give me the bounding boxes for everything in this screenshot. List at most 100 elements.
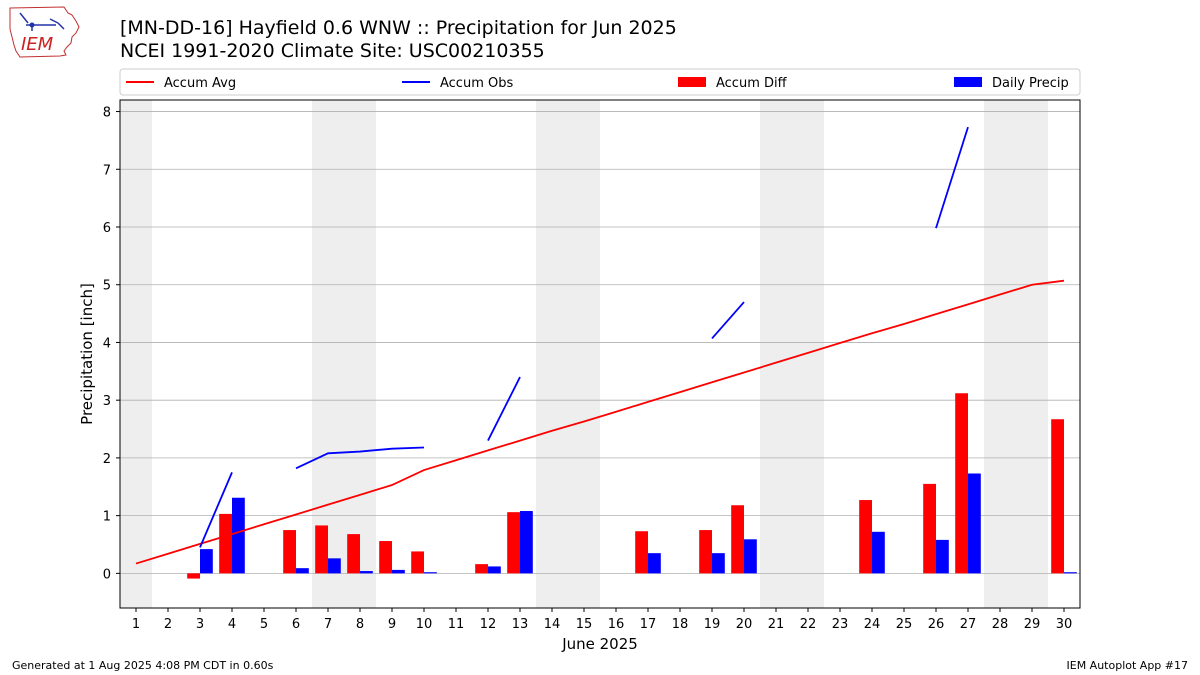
bars-layer	[187, 393, 1077, 579]
y-tick-label-7: 7	[103, 163, 111, 178]
accum-obs-line-segment-2	[295, 446, 425, 470]
y-axis-ticks: 0 1 2 3 4 5 6 7 8	[103, 106, 120, 582]
daily-precip-bar-24	[872, 531, 885, 574]
x-tick-label-8: 8	[356, 617, 364, 632]
accum-diff-bar-19	[699, 530, 712, 574]
chart-title: [MN-DD-16] Hayfield 0.6 WNW :: Precipita…	[120, 17, 677, 39]
x-tick-label-29: 29	[1024, 617, 1041, 632]
shaded-day-15	[568, 100, 600, 608]
y-tick-label-8: 8	[103, 106, 111, 121]
accum-obs-line-segment-3	[487, 376, 521, 441]
y-axis-label: Precipitation [inch]	[78, 283, 96, 425]
x-tick-label-21: 21	[768, 617, 785, 632]
daily-precip-bar-8	[360, 571, 373, 574]
generated-timestamp: Generated at 1 Aug 2025 4:08 PM CDT in 0…	[12, 659, 274, 672]
x-tick-label-5: 5	[260, 617, 268, 632]
shaded-day-14	[536, 100, 568, 608]
x-tick-label-11: 11	[448, 617, 465, 632]
x-tick-label-16: 16	[608, 617, 625, 632]
daily-precip-bar-9	[392, 569, 405, 574]
y-tick-label-5: 5	[103, 279, 111, 294]
weekend-shading	[120, 100, 1048, 608]
daily-precip-bar-30	[1064, 572, 1077, 574]
logo-text: IEM	[21, 34, 54, 55]
y-tick-label-0: 0	[103, 567, 111, 582]
x-tick-label-28: 28	[992, 617, 1009, 632]
shaded-day-7	[312, 100, 344, 608]
accum-obs-line-segment-1	[199, 471, 233, 548]
x-tick-label-6: 6	[292, 617, 300, 632]
shaded-day-28	[984, 100, 1016, 608]
shaded-day-1	[120, 100, 152, 608]
daily-precip-bar-12	[488, 566, 501, 574]
accum-obs-line-segment-5	[935, 126, 969, 229]
x-tick-label-1: 1	[132, 617, 140, 632]
accum-obs-line-segment-4	[711, 301, 745, 340]
daily-precip-bar-3	[200, 549, 213, 574]
y-tick-label-4: 4	[103, 336, 111, 351]
x-tick-label-10: 10	[416, 617, 433, 632]
accum-diff-bar-13	[507, 512, 520, 574]
grid-lines	[120, 111, 1080, 574]
x-tick-label-13: 13	[512, 617, 529, 632]
accum-diff-bar-4	[219, 513, 232, 574]
chart-subtitle: NCEI 1991-2020 Climate Site: USC00210355	[120, 40, 545, 62]
legend-swatch-4	[954, 77, 982, 87]
daily-precip-bar-6	[296, 568, 309, 574]
x-tick-label-2: 2	[164, 617, 172, 632]
daily-precip-bar-7	[328, 558, 341, 574]
legend: Accum Avg Accum Obs Accum Diff Daily Precip	[119, 68, 1081, 96]
shaded-day-21	[760, 100, 792, 608]
app-credit: IEM Autoplot App #17	[1066, 659, 1189, 672]
x-tick-label-18: 18	[672, 617, 689, 632]
legend-label-3: Accum Diff	[716, 76, 788, 91]
x-tick-label-4: 4	[228, 617, 236, 632]
daily-precip-bar-19	[712, 553, 725, 574]
x-tick-label-3: 3	[196, 617, 204, 632]
accum-diff-bar-12	[475, 564, 488, 574]
legend-swatch-3	[678, 77, 706, 87]
accum-diff-bar-30	[1051, 419, 1064, 574]
x-tick-label-26: 26	[928, 617, 945, 632]
x-tick-label-17: 17	[640, 617, 657, 632]
legend-label-1: Accum Avg	[164, 76, 236, 91]
daily-precip-bar-26	[936, 539, 949, 574]
legend-label-2: Accum Obs	[440, 76, 513, 91]
y-tick-label-2: 2	[103, 452, 111, 467]
x-tick-label-27: 27	[960, 617, 977, 632]
iowa-state-outline	[9, 6, 80, 58]
accum-diff-bar-27	[955, 393, 968, 574]
x-tick-label-30: 30	[1056, 617, 1073, 632]
accum-diff-bar-3	[187, 573, 200, 579]
legend-box	[119, 68, 1081, 96]
y-tick-label-1: 1	[103, 510, 111, 525]
accum-avg-line	[135, 279, 1065, 565]
daily-precip-bar-17	[648, 553, 661, 574]
x-tick-label-14: 14	[544, 617, 561, 632]
accum-diff-bar-6	[283, 530, 296, 574]
x-axis-ticks: 1 2 3 4 5 6 7 8 9 10 11 12 13 14 15 16 17 18 19 20 21 22 23 24 2…	[132, 608, 1072, 632]
x-tick-label-25: 25	[896, 617, 913, 632]
accum-diff-bar-8	[347, 534, 360, 574]
x-axis-label: June 2025	[561, 635, 638, 653]
x-tick-label-20: 20	[736, 617, 753, 632]
shaded-day-22	[792, 100, 824, 608]
accum-diff-bar-10	[411, 551, 424, 574]
accum-diff-bar-24	[859, 500, 872, 574]
weather-station-icon	[19, 12, 65, 31]
x-tick-label-9: 9	[388, 617, 396, 632]
accum-diff-bar-26	[923, 483, 936, 574]
x-tick-label-24: 24	[864, 617, 881, 632]
y-tick-label-6: 6	[103, 221, 111, 236]
daily-precip-bar-27	[968, 473, 981, 574]
x-tick-label-23: 23	[832, 617, 849, 632]
y-tick-label-3: 3	[103, 394, 111, 409]
x-tick-label-19: 19	[704, 617, 721, 632]
accum-diff-bar-20	[731, 505, 744, 574]
accum-diff-bar-9	[379, 541, 392, 574]
x-tick-label-22: 22	[800, 617, 817, 632]
station-dot-icon	[29, 22, 35, 28]
accum-diff-bar-7	[315, 525, 328, 574]
shaded-day-29	[1016, 100, 1048, 608]
